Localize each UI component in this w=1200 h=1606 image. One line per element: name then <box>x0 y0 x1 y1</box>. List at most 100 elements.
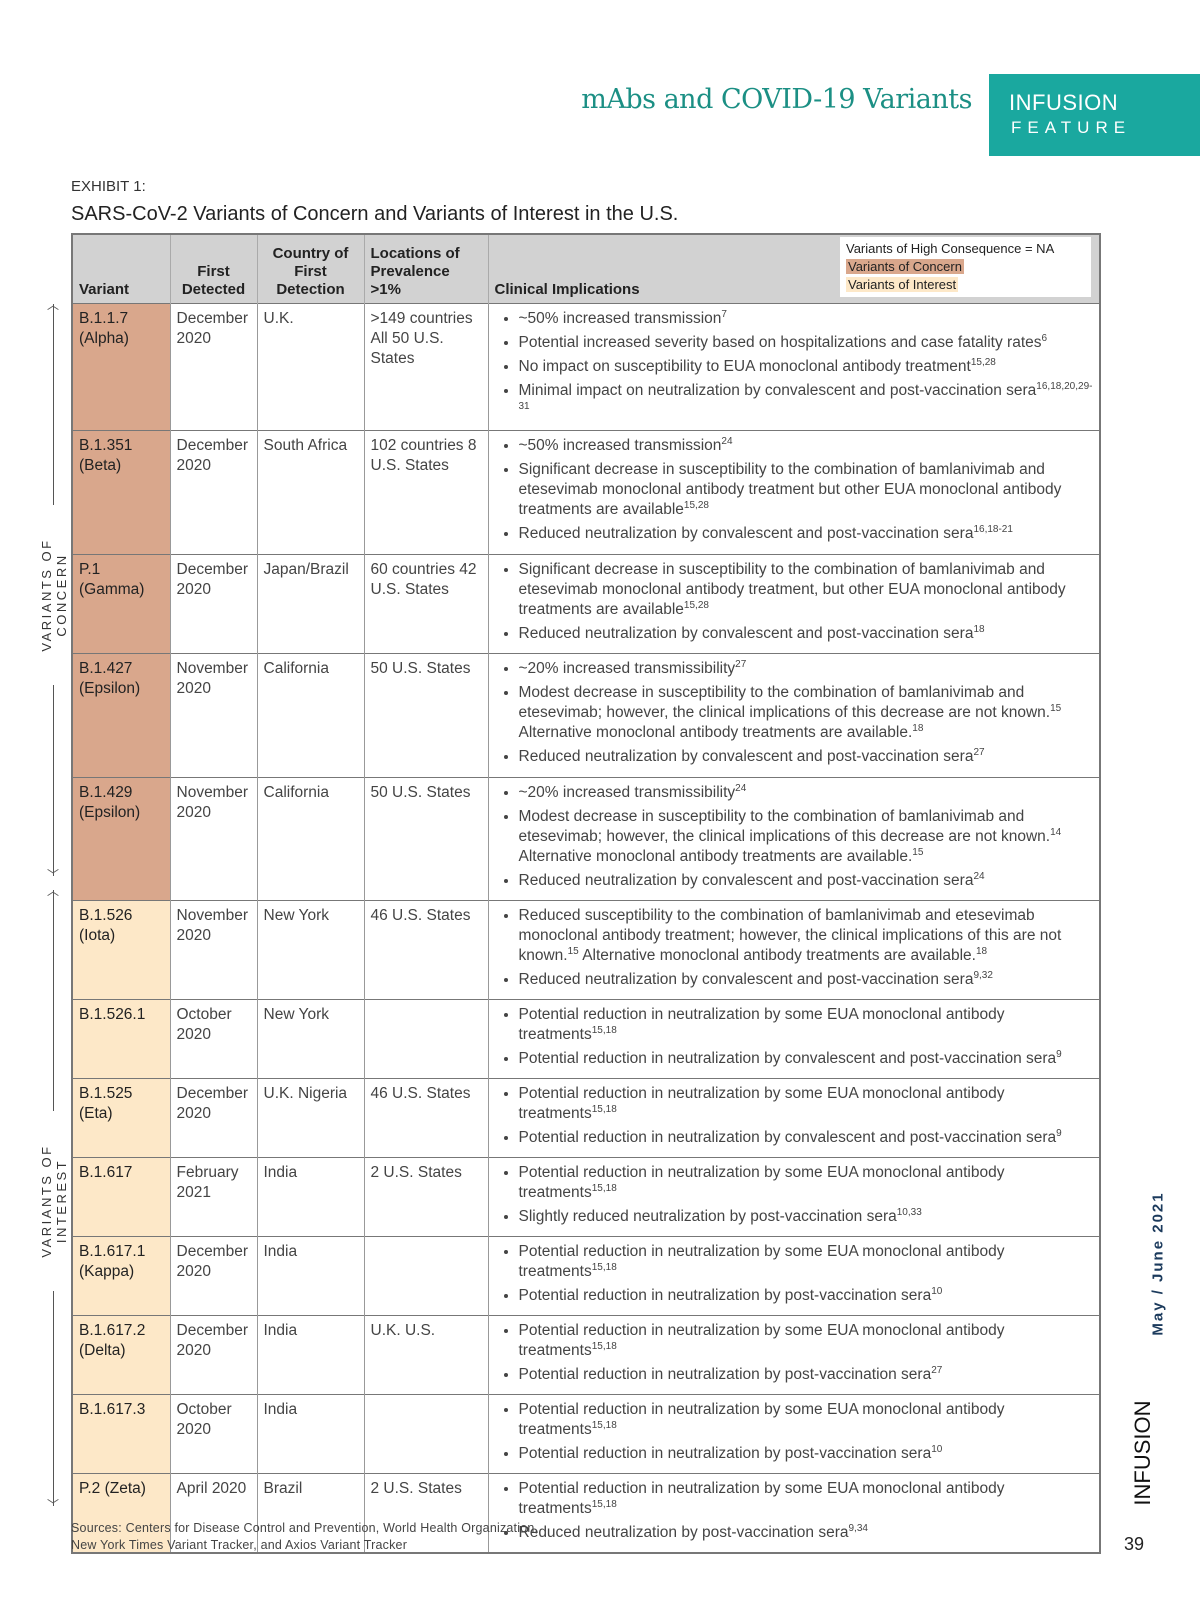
clinical-bullet: Potential reduction in neutralization by… <box>519 1400 1094 1440</box>
clinical-bullet: Minimal impact on neutralization by conv… <box>519 381 1094 421</box>
table-row: B.1.617.2 (Delta) December 2020 India U.K. … <box>72 1315 1101 1395</box>
citation-ref: 7 <box>721 308 727 320</box>
first-detected-cell: December 2020 <box>170 430 258 555</box>
citation-ref: 18 <box>912 722 924 734</box>
arrow-down-icon: ﹀ <box>47 868 60 882</box>
bullet-text: ~20% increased transmissibility <box>518 660 736 677</box>
clinical-bullet: Reduced neutralization by convalescent a… <box>519 871 1094 891</box>
table-row: B.1.526 (Iota) November 2020 New York 46 U.… <box>72 900 1101 1000</box>
arrow-down-icon: ﹀ <box>47 1498 60 1512</box>
bullet-text: Potential reduction in neutralization by… <box>518 1085 1005 1122</box>
citation-ref: 15,18 <box>591 1024 617 1036</box>
header-clinical: Clinical Implications <box>488 234 838 304</box>
bullet-text: Modest decrease in susceptibility to the… <box>518 684 1051 721</box>
citation-ref: 15,18 <box>591 1498 617 1510</box>
header-variant: Variant <box>72 234 171 304</box>
bullet-text: Alternative monoclonal antibody treatmen… <box>518 848 913 865</box>
clinical-bullet: ~50% increased transmission24 <box>519 436 1094 456</box>
citation-ref: 18 <box>973 623 985 635</box>
locations-cell: 46 U.S. States <box>364 1078 489 1158</box>
citation-ref: 10 <box>931 1443 943 1455</box>
citation-ref: 9 <box>1056 1048 1062 1060</box>
first-detected-cell: November 2020 <box>170 777 258 901</box>
table-row: B.1.427 (Epsilon) November 2020 California… <box>72 653 1101 778</box>
legend-concern: Variants of Concern <box>846 259 964 274</box>
clinical-implications-cell: Potential reduction in neutralization by… <box>488 999 1101 1079</box>
bullet-text: Reduced neutralization by post-vaccinati… <box>518 1524 849 1541</box>
first-detected-cell: October 2020 <box>170 1394 258 1474</box>
bullet-text: Alternative monoclonal antibody treatmen… <box>518 724 913 741</box>
clinical-bullet: Significant decrease in susceptibility t… <box>519 560 1094 620</box>
side-label-interest: VARIANTS OF INTEREST <box>39 1111 69 1291</box>
first-detected-cell: February 2021 <box>170 1157 258 1237</box>
table-row: B.1.351 (Beta) December 2020 South Africa 1… <box>72 430 1101 555</box>
interest-bracket: ︿ ﹀ VARIANTS OF INTEREST <box>39 885 69 1512</box>
country-cell: India <box>257 1394 365 1474</box>
variant-name-cell: B.1.617.2 (Delta) <box>72 1315 171 1395</box>
variant-name-cell: B.1.526 (Iota) <box>72 900 171 1000</box>
locations-cell <box>364 1236 489 1316</box>
legend: Variants of High Consequence = NA Varian… <box>840 237 1091 297</box>
first-detected-cell: December 2020 <box>170 303 258 431</box>
citation-ref: 15 <box>912 846 924 858</box>
clinical-bullet: Reduced neutralization by convalescent a… <box>519 524 1094 544</box>
clinical-bullet: Potential reduction in neutralization by… <box>519 1049 1094 1069</box>
citation-ref: 15,28 <box>970 356 996 368</box>
table-row: B.1.429 (Epsilon) November 2020 California… <box>72 777 1101 901</box>
variants-table: Variant First Detected Country of First … <box>71 233 1101 1554</box>
bullet-text: Reduced neutralization by convalescent a… <box>518 525 974 542</box>
country-cell: India <box>257 1157 365 1237</box>
bullet-text: Potential reduction in neutralization by… <box>518 1287 932 1304</box>
first-detected-cell: April 2020 <box>170 1473 258 1553</box>
bullet-text: Reduced susceptibility to the combinatio… <box>518 907 1062 964</box>
citation-ref: 16,18-21 <box>973 523 1013 535</box>
locations-cell: 2 U.S. States <box>364 1473 489 1553</box>
bullet-text: Potential reduction in neutralization by… <box>518 1006 1005 1043</box>
country-cell: New York <box>257 900 365 1000</box>
country-cell: Japan/Brazil <box>257 554 365 654</box>
clinical-bullet: Significant decrease in susceptibility t… <box>519 460 1094 520</box>
clinical-bullet: Modest decrease in susceptibility to the… <box>519 807 1094 867</box>
exhibit-title: SARS-CoV-2 Variants of Concern and Varia… <box>71 203 679 225</box>
clinical-bullet: ~20% increased transmissibility27 <box>519 659 1094 679</box>
citation-ref: 10 <box>931 1285 943 1297</box>
clinical-implications-cell: Potential reduction in neutralization by… <box>488 1315 1101 1395</box>
legend-interest: Variants of Interest <box>846 277 959 292</box>
bullet-text: Potential reduction in neutralization by… <box>518 1366 932 1383</box>
bullet-text: Reduced neutralization by convalescent a… <box>518 971 974 988</box>
clinical-bullet: Potential reduction in neutralization by… <box>519 1286 1094 1306</box>
header-locations: Locations of Prevalence >1% <box>364 234 489 304</box>
variant-name-cell: P.2 (Zeta) <box>72 1473 171 1553</box>
clinical-bullet: Potential reduction in neutralization by… <box>519 1479 1094 1519</box>
first-detected-cell: December 2020 <box>170 1078 258 1158</box>
first-detected-cell: November 2020 <box>170 900 258 1000</box>
clinical-bullet: Potential reduction in neutralization by… <box>519 1128 1094 1148</box>
citation-ref: 6 <box>1041 332 1048 344</box>
country-cell: U.K. Nigeria <box>257 1078 365 1158</box>
clinical-bullet: No impact on susceptibility to EUA monoc… <box>519 357 1094 377</box>
clinical-bullet: ~20% increased transmissibility24 <box>519 783 1094 803</box>
table-row: P.1 (Gamma) December 2020 Japan/Brazil 60 c… <box>72 554 1101 654</box>
bullet-text: Reduced neutralization by convalescent a… <box>518 748 974 765</box>
clinical-bullet: Potential reduction in neutralization by… <box>519 1242 1094 1282</box>
bullet-text: ~20% increased transmissibility <box>518 784 736 801</box>
side-label-concern: VARIANTS OF CONCERN <box>39 505 69 685</box>
locations-cell: 50 U.S. States <box>364 777 489 901</box>
clinical-bullet: Potential reduction in neutralization by… <box>519 1163 1094 1203</box>
citation-ref: 16,18,20,29-31 <box>518 380 1093 412</box>
page-title: mAbs and COVID-19 Variants <box>581 84 972 115</box>
bullet-text: Potential reduction in neutralization by… <box>518 1322 1005 1359</box>
variant-name-cell: B.1.429 (Epsilon) <box>72 777 171 901</box>
variant-name-cell: B.1.1.7 (Alpha) <box>72 303 171 431</box>
clinical-implications-cell: ~20% increased transmissibility24 Modest … <box>488 777 1101 901</box>
country-cell: South Africa <box>257 430 365 555</box>
citation-ref: 10,33 <box>896 1206 922 1218</box>
sources-line: New York Times Variant Tracker, and Axio… <box>71 1538 408 1552</box>
bullet-text: Significant decrease in susceptibility t… <box>518 561 1066 618</box>
clinical-bullet: Potential reduction in neutralization by… <box>519 1321 1094 1361</box>
variant-name-cell: B.1.525 (Eta) <box>72 1078 171 1158</box>
locations-cell: 60 countries 42 U.S. States <box>364 554 489 654</box>
clinical-implications-cell: Potential reduction in neutralization by… <box>488 1394 1101 1474</box>
issue-date: May / June 2021 <box>1149 1191 1167 1336</box>
bullet-text: Alternative monoclonal antibody treatmen… <box>578 947 976 964</box>
